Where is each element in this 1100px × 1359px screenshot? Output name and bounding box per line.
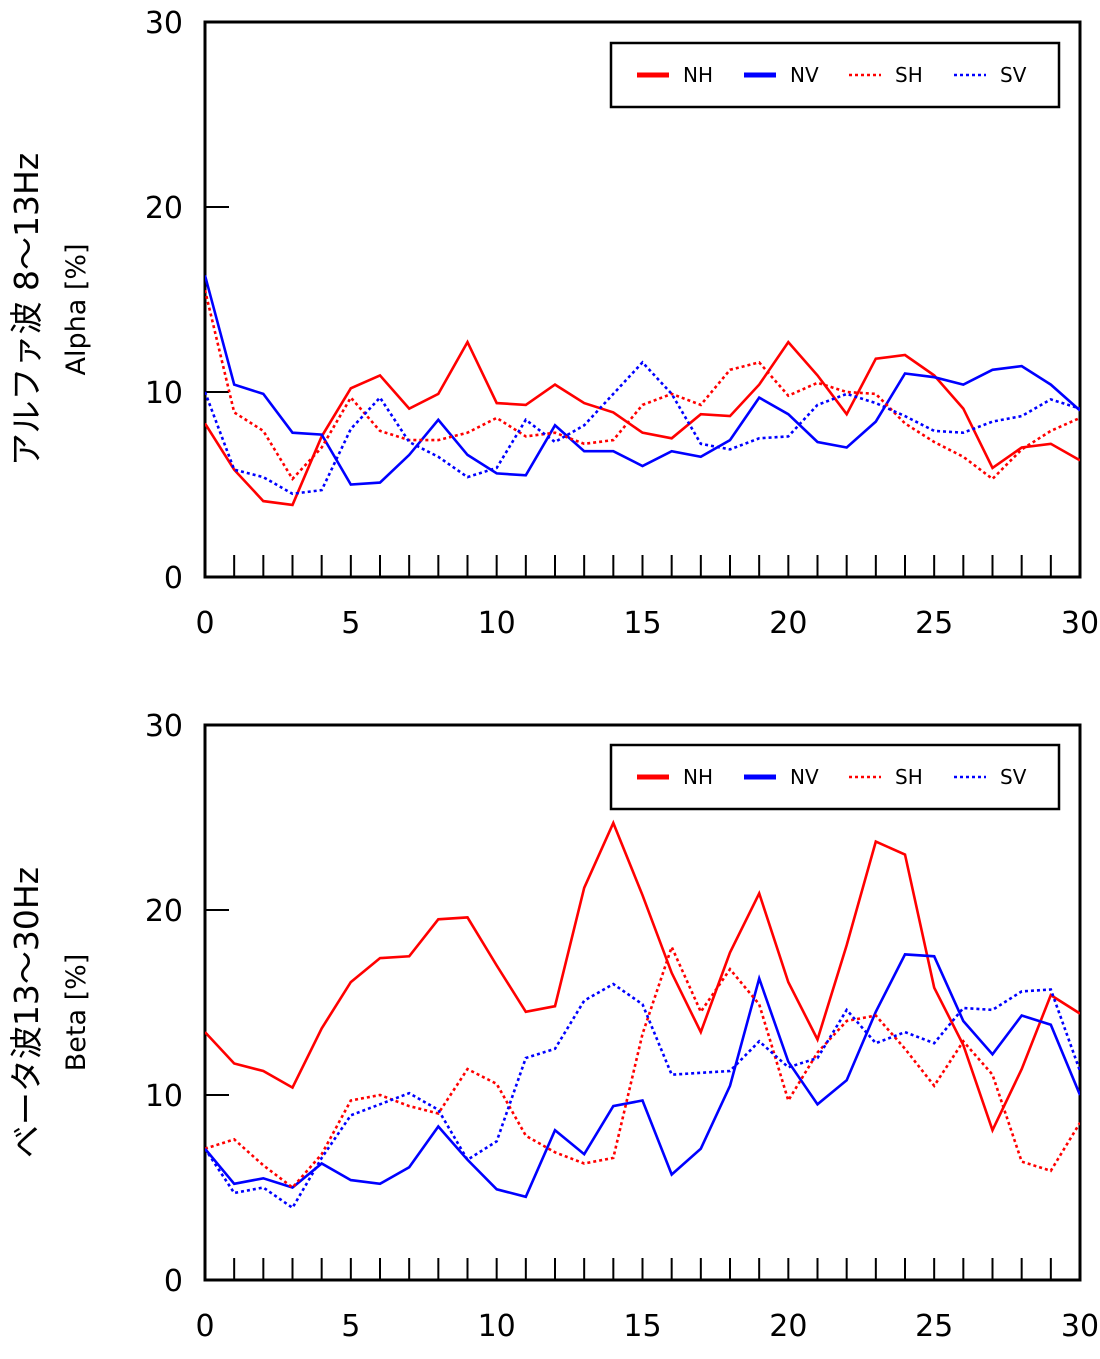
y-axis-title: ベータ波13〜30Hz	[7, 867, 46, 1158]
y-tick-label: 10	[145, 1079, 183, 1114]
legend-label-nv: NV	[790, 765, 819, 789]
x-tick-label: 0	[195, 606, 214, 641]
y-axis-subtitle: Beta [%]	[61, 954, 92, 1072]
series-line-nh	[205, 819, 1080, 1134]
x-tick-label: 25	[915, 606, 953, 641]
legend: NH NV SH SV	[609, 41, 1061, 109]
x-tick-label: 20	[769, 606, 807, 641]
legend-label-sv: SV	[1000, 765, 1027, 789]
x-tick-label: 5	[341, 606, 360, 641]
y-tick-label: 10	[145, 376, 183, 411]
series-line-sv	[205, 982, 1080, 1210]
series-line-sh	[205, 943, 1080, 1190]
x-tick-label: 5	[341, 1309, 360, 1344]
x-tick-label: 15	[623, 606, 661, 641]
series-line-nv	[205, 275, 1080, 486]
x-tick-label: 0	[195, 1309, 214, 1344]
y-tick-label: 0	[164, 1264, 183, 1299]
series-line-nh	[205, 339, 1080, 507]
series-line-nv	[205, 953, 1080, 1199]
y-axis-subtitle: Alpha [%]	[61, 243, 92, 375]
x-tick-label: 10	[478, 1309, 516, 1344]
legend-box	[609, 743, 1061, 811]
y-tick-label: 20	[145, 894, 183, 929]
series-group	[205, 275, 1080, 507]
legend-box	[609, 41, 1061, 109]
series-line-sv	[205, 360, 1080, 496]
x-tick-label: 25	[915, 1309, 953, 1344]
y-tick-label: 30	[145, 709, 183, 744]
y-tick-label: 30	[145, 6, 183, 41]
y-axis-title: アルファ波 8〜13Hz	[7, 153, 46, 466]
x-tick-label: 10	[478, 606, 516, 641]
x-tick-label: 30	[1061, 606, 1099, 641]
series-group	[205, 819, 1080, 1210]
chart-panel-2: 0 5 10 15 20 25 30 0 10 20 30 ベータ波13〜30Hz Beta [%] NH…	[7, 709, 1099, 1344]
legend: NH NV SH SV	[609, 743, 1061, 811]
legend-label-nv: NV	[790, 63, 819, 87]
legend-label-sv: SV	[1000, 63, 1027, 87]
series-line-sh	[205, 289, 1080, 482]
x-tick-label: 30	[1061, 1309, 1099, 1344]
legend-label-nh: NH	[683, 765, 713, 789]
chart-panel-1: 0 5 10 15 20 25 30 0 10 20 30 アルファ波 8〜13Hz Alpha [%]…	[7, 6, 1099, 641]
legend-label-sh: SH	[895, 63, 923, 87]
y-tick-label: 20	[145, 191, 183, 226]
legend-label-nh: NH	[683, 63, 713, 87]
x-tick-label: 15	[623, 1309, 661, 1344]
legend-label-sh: SH	[895, 765, 923, 789]
y-tick-label: 0	[164, 561, 183, 596]
x-tick-label: 20	[769, 1309, 807, 1344]
